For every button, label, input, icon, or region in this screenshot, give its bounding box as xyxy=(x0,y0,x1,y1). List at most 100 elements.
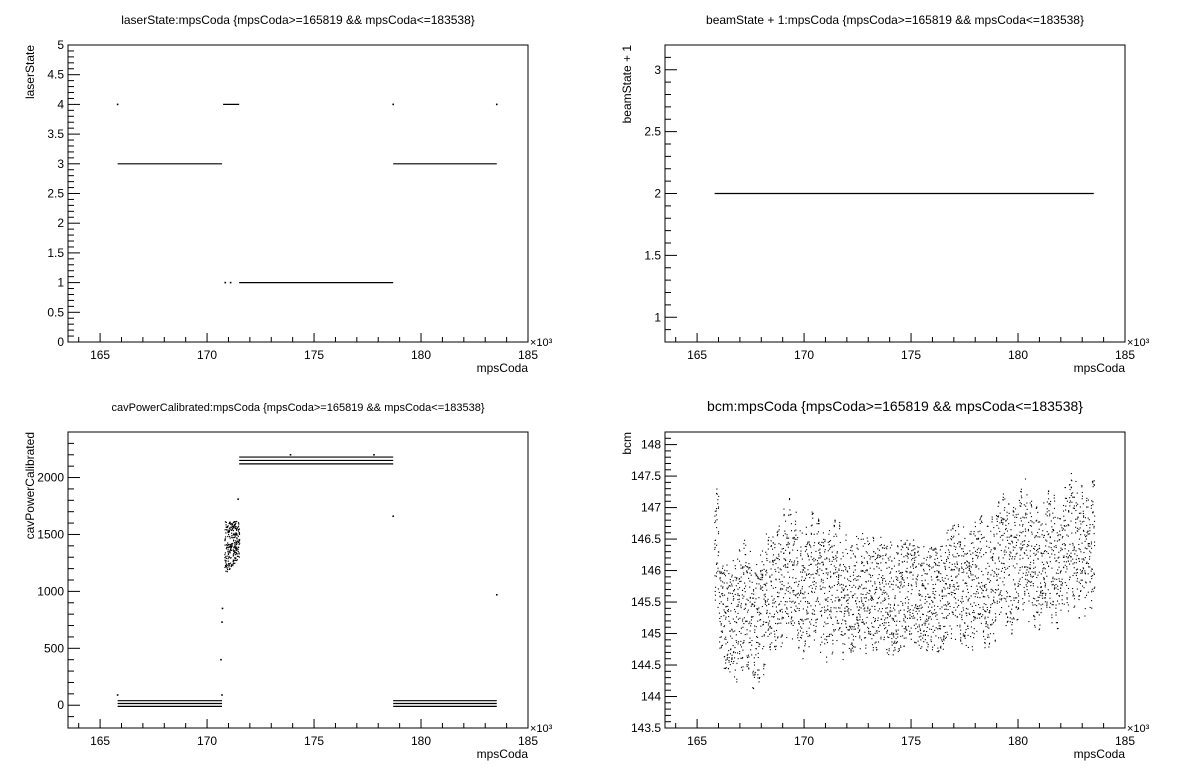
data-point xyxy=(897,579,899,581)
data-point xyxy=(235,542,238,544)
data-point xyxy=(881,593,883,595)
data-point xyxy=(716,519,718,521)
data-point xyxy=(819,603,821,605)
data-point xyxy=(830,617,832,619)
data-point xyxy=(749,580,751,582)
data-point xyxy=(874,605,876,608)
data-point xyxy=(1004,566,1006,569)
data-point xyxy=(237,526,239,529)
data-point xyxy=(913,624,915,626)
data-point xyxy=(857,619,859,621)
data-point xyxy=(729,653,732,655)
data-point xyxy=(777,618,779,620)
data-point xyxy=(801,586,804,588)
data-point xyxy=(1029,524,1031,527)
data-point xyxy=(789,585,791,588)
data-point xyxy=(769,626,771,628)
data-point xyxy=(229,562,232,564)
data-point xyxy=(225,532,227,534)
data-point xyxy=(781,618,783,620)
data-point xyxy=(231,528,234,530)
data-point xyxy=(970,595,972,597)
data-point xyxy=(815,588,817,590)
data-point xyxy=(743,573,745,575)
data-point xyxy=(796,564,798,566)
data-point xyxy=(1094,541,1096,543)
data-point xyxy=(736,622,738,624)
data-point xyxy=(224,539,226,542)
data-point xyxy=(758,669,760,671)
data-point xyxy=(954,566,956,568)
data-point xyxy=(1063,525,1065,527)
data-point xyxy=(904,616,907,618)
data-point xyxy=(797,562,799,564)
data-point xyxy=(833,545,835,547)
data-point xyxy=(915,583,917,585)
data-point xyxy=(1078,617,1080,619)
data-point xyxy=(752,615,754,618)
data-point xyxy=(1060,534,1062,536)
data-point xyxy=(942,638,945,640)
data-point xyxy=(1079,506,1081,508)
data-point xyxy=(781,574,783,576)
data-point xyxy=(234,562,236,564)
data-point xyxy=(234,559,236,561)
data-point xyxy=(859,635,861,637)
data-point xyxy=(880,536,882,538)
data-point xyxy=(782,597,785,599)
data-point xyxy=(773,616,775,618)
data-point xyxy=(926,556,928,558)
data-point xyxy=(1040,590,1042,592)
data-point xyxy=(864,571,866,573)
x-tick-label: 180 xyxy=(1008,348,1028,362)
data-point xyxy=(230,565,232,568)
data-point xyxy=(1018,499,1020,502)
data-point xyxy=(836,622,838,624)
data-point xyxy=(756,563,758,566)
data-point xyxy=(1072,558,1074,560)
data-point xyxy=(818,519,820,521)
data-point xyxy=(1020,543,1022,545)
data-point xyxy=(224,556,226,559)
data-point xyxy=(818,523,820,525)
data-point xyxy=(1008,503,1010,505)
data-point xyxy=(920,647,922,649)
data-point xyxy=(807,612,809,614)
data-point xyxy=(816,523,818,525)
data-point xyxy=(235,522,237,525)
data-point xyxy=(748,668,750,670)
data-point xyxy=(916,613,919,615)
data-point xyxy=(842,552,844,554)
data-point xyxy=(844,643,846,645)
data-point xyxy=(1014,567,1016,569)
y-tick-label: 3 xyxy=(57,157,64,171)
data-point xyxy=(1091,568,1093,570)
data-point xyxy=(1043,592,1045,594)
data-point xyxy=(979,517,981,519)
data-point xyxy=(800,550,802,552)
data-point xyxy=(751,639,753,642)
data-point xyxy=(1031,576,1033,578)
data-point xyxy=(765,533,768,535)
data-point xyxy=(961,571,963,574)
data-point xyxy=(848,597,850,599)
data-point xyxy=(940,637,942,639)
data-point xyxy=(990,549,992,551)
data-point xyxy=(1005,546,1007,548)
data-point xyxy=(750,574,752,576)
data-point xyxy=(724,569,726,571)
data-point xyxy=(830,575,832,577)
data-point xyxy=(225,564,228,566)
data-point xyxy=(1078,512,1080,514)
data-point xyxy=(856,535,858,538)
data-point xyxy=(822,563,824,565)
data-point xyxy=(860,570,862,572)
data-point xyxy=(227,558,229,560)
data-point xyxy=(954,563,956,565)
data-point xyxy=(1029,567,1032,569)
data-point xyxy=(1093,527,1095,529)
data-point xyxy=(851,647,853,649)
data-point xyxy=(1089,566,1091,568)
data-point xyxy=(966,615,968,617)
data-point xyxy=(229,544,232,546)
